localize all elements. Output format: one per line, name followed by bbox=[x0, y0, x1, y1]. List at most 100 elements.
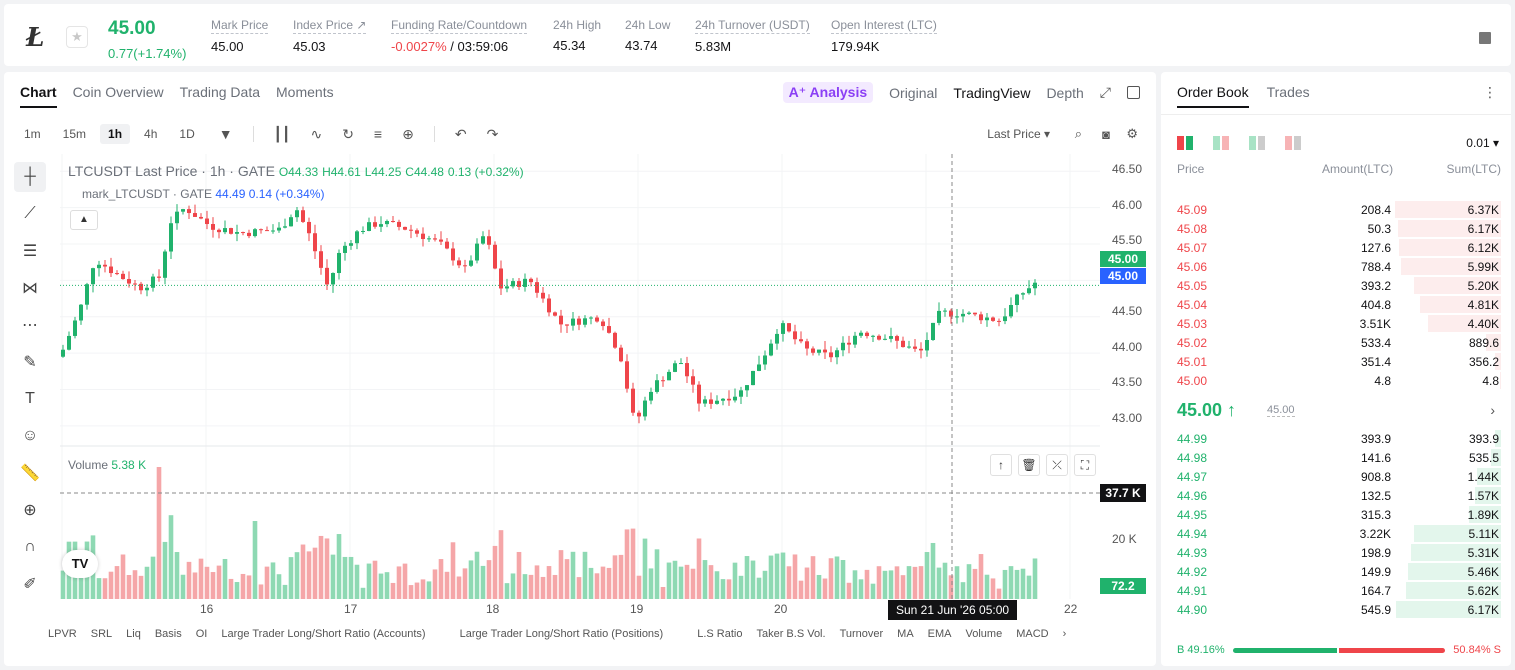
collapse-pane-icon[interactable]: ⤫ bbox=[1046, 454, 1068, 476]
tab-depth[interactable]: Depth bbox=[1046, 84, 1084, 101]
parallel-lines-icon[interactable]: ☰ bbox=[22, 243, 38, 260]
time-axis[interactable]: 16 17 18 19 20 Sun 21 Jun '26 05:00 22 bbox=[60, 600, 1100, 620]
indicator-large-trader-long-short-ratio-accounts-[interactable]: Large Trader Long/Short Ratio (Accounts) bbox=[221, 628, 426, 640]
timeframe-1d[interactable]: 1D bbox=[179, 127, 195, 141]
replay-icon[interactable]: ↻ bbox=[342, 125, 354, 142]
bid-row[interactable]: 44.91 164.7 5.62K bbox=[1161, 581, 1511, 600]
candle bbox=[163, 251, 167, 278]
more-menu-icon[interactable]: ⋮ bbox=[1483, 84, 1497, 100]
indicator-l-s-ratio[interactable]: L.S Ratio bbox=[697, 628, 743, 640]
pattern-icon[interactable]: ⋈ bbox=[22, 280, 38, 297]
layout-split-icon[interactable] bbox=[1213, 136, 1229, 150]
ask-row[interactable]: 45.08 50.3 6.17K bbox=[1161, 219, 1511, 238]
camera-icon[interactable]: ◙ bbox=[1102, 126, 1110, 142]
bid-row[interactable]: 44.94 3.22K 5.11K bbox=[1161, 524, 1511, 543]
crosshair-icon[interactable]: ┼ bbox=[14, 162, 46, 192]
ask-row[interactable]: 45.04 404.8 4.81K bbox=[1161, 295, 1511, 314]
window-icon[interactable] bbox=[1127, 86, 1140, 99]
stat-index-price[interactable]: Index Price ↗ 45.03 bbox=[293, 18, 367, 54]
trend-line-icon[interactable]: ⟋ bbox=[24, 205, 36, 222]
delete-icon[interactable]: 🗑 bbox=[1018, 454, 1040, 476]
timeframe-15m[interactable]: 15m bbox=[62, 127, 87, 141]
ask-row[interactable]: 45.05 393.2 5.20K bbox=[1161, 276, 1511, 295]
search-icon[interactable]: ⌕ bbox=[1074, 126, 1082, 141]
indicator-macd[interactable]: MACD bbox=[1016, 628, 1049, 640]
bid-row[interactable]: 44.96 132.5 1.57K bbox=[1161, 486, 1511, 505]
tab-original[interactable]: Original bbox=[889, 84, 938, 101]
indicator-srl[interactable]: SRL bbox=[90, 628, 113, 640]
ask-row[interactable]: 45.06 788.4 5.99K bbox=[1161, 257, 1511, 276]
bid-row[interactable]: 44.93 198.9 5.31K bbox=[1161, 543, 1511, 562]
tab-trading-data[interactable]: Trading Data bbox=[179, 84, 261, 100]
indicator-turnover[interactable]: Turnover bbox=[839, 628, 884, 640]
tab-coin-overview[interactable]: Coin Overview bbox=[72, 84, 164, 100]
bid-row[interactable]: 44.95 315.3 1.89K bbox=[1161, 505, 1511, 524]
bid-row[interactable]: 44.92 149.9 5.46K bbox=[1161, 562, 1511, 581]
timeframe-1m[interactable]: 1m bbox=[24, 127, 41, 141]
fib-icon[interactable]: ⋯ bbox=[22, 317, 38, 334]
order-price: 44.91 bbox=[1177, 584, 1208, 598]
ask-row[interactable]: 45.00 4.8 4.8 bbox=[1161, 371, 1511, 390]
indicator-large-trader-long-short-ratio-positions-[interactable]: Large Trader Long/Short Ratio (Positions… bbox=[459, 628, 664, 640]
tab-moments[interactable]: Moments bbox=[276, 84, 334, 100]
indicator-liq[interactable]: Liq bbox=[126, 628, 141, 640]
zoom-in-icon[interactable]: ⊕ bbox=[23, 502, 37, 519]
candle-type-icon[interactable]: ┃┃ bbox=[273, 125, 291, 142]
layout-asks-icon[interactable] bbox=[1285, 136, 1301, 150]
indicator-volume[interactable]: Volume bbox=[965, 628, 1003, 640]
undo-icon[interactable]: ↶ bbox=[454, 125, 467, 142]
ai-analysis-button[interactable]: A⁺ Analysis bbox=[782, 82, 874, 103]
chevron-down-icon[interactable]: ▼ bbox=[218, 126, 233, 142]
redo-icon[interactable]: ↷ bbox=[486, 125, 499, 142]
pencil-icon[interactable]: ✐ bbox=[23, 576, 37, 593]
timeframe-4h[interactable]: 4h bbox=[144, 127, 158, 141]
add-alert-icon[interactable]: ⊕ bbox=[402, 125, 414, 142]
tab-chart[interactable]: Chart bbox=[20, 84, 57, 108]
ask-row[interactable]: 45.02 533.4 889.6 bbox=[1161, 333, 1511, 352]
candle bbox=[739, 390, 743, 397]
text-icon[interactable]: T bbox=[25, 390, 35, 407]
scroll-right-icon[interactable]: › bbox=[1062, 628, 1067, 640]
bid-row[interactable]: 44.99 393.9 393.9 bbox=[1161, 429, 1511, 448]
magnet-icon[interactable]: ∩ bbox=[24, 538, 36, 555]
indicator-lpvr[interactable]: LPVR bbox=[48, 628, 77, 640]
bid-row[interactable]: 44.97 908.8 1.44K bbox=[1161, 467, 1511, 486]
indicator-taker-b-s-vol-[interactable]: Taker B.S Vol. bbox=[756, 628, 826, 640]
favorite-star-icon[interactable]: ★ bbox=[66, 26, 88, 48]
volume-bar bbox=[168, 515, 174, 599]
indicator-ma[interactable]: MA bbox=[897, 628, 914, 640]
volume-bar bbox=[582, 551, 588, 599]
tab-tradingview[interactable]: TradingView bbox=[953, 84, 1031, 101]
emoji-icon[interactable]: ☺ bbox=[21, 427, 39, 444]
bid-row[interactable]: 44.90 545.9 6.17K bbox=[1161, 600, 1511, 619]
price-source-select[interactable]: Last Price ▾ bbox=[987, 127, 1050, 141]
expand-icon[interactable]: ⤢ bbox=[1099, 84, 1111, 100]
brush-icon[interactable]: ✎ bbox=[23, 354, 37, 371]
ask-row[interactable]: 45.01 351.4 356.2 bbox=[1161, 352, 1511, 371]
indicators-icon[interactable]: ∿ bbox=[310, 125, 323, 142]
gear-icon[interactable]: ⚙ bbox=[1126, 126, 1138, 141]
maximize-pane-icon[interactable]: ⛶ bbox=[1074, 454, 1096, 476]
layout-both-icon[interactable] bbox=[1177, 136, 1193, 150]
document-icon[interactable] bbox=[1479, 32, 1491, 44]
volume-bar bbox=[192, 572, 198, 599]
price-axis[interactable]: 46.50 46.00 45.50 45.00 45.00 44.50 44.0… bbox=[1100, 154, 1152, 624]
templates-icon[interactable]: ≡ bbox=[373, 126, 383, 142]
indicator-basis[interactable]: Basis bbox=[154, 628, 182, 640]
candlestick-chart[interactable] bbox=[60, 154, 1100, 624]
bid-row[interactable]: 44.98 141.6 535.5 bbox=[1161, 448, 1511, 467]
ask-row[interactable]: 45.09 208.4 6.37K bbox=[1161, 200, 1511, 219]
ruler-icon[interactable]: 📏 bbox=[20, 465, 40, 482]
move-up-icon[interactable]: ↑ bbox=[990, 454, 1012, 476]
ask-row[interactable]: 45.07 127.6 6.12K bbox=[1161, 238, 1511, 257]
chevron-right-icon[interactable]: › bbox=[1490, 402, 1495, 418]
tab-order-book[interactable]: Order Book bbox=[1177, 84, 1249, 108]
indicator-ema[interactable]: EMA bbox=[927, 628, 952, 640]
timeframe-1h[interactable]: 1h bbox=[100, 124, 131, 144]
indicator-oi[interactable]: OI bbox=[195, 628, 208, 640]
layout-bids-icon[interactable] bbox=[1249, 136, 1265, 150]
precision-select[interactable]: 0.01 ▾ bbox=[1466, 136, 1499, 150]
collapse-legend-button[interactable]: ▲ bbox=[70, 210, 98, 230]
tab-trades[interactable]: Trades bbox=[1266, 84, 1310, 100]
ask-row[interactable]: 45.03 3.51K 4.40K bbox=[1161, 314, 1511, 333]
